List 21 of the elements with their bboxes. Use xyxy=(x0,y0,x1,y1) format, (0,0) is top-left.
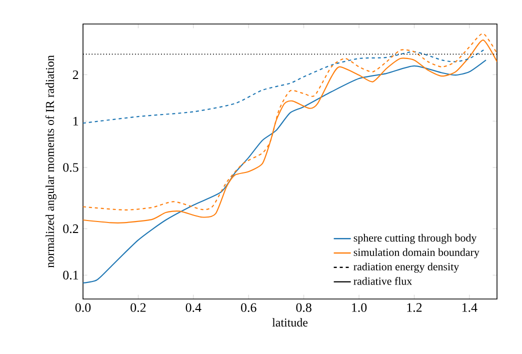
y-tick-label: 1 xyxy=(73,116,78,126)
x-tick-label: 0.4 xyxy=(186,303,202,312)
annotation: radiation energy density xyxy=(354,262,460,273)
annotation: radiative flux xyxy=(354,277,412,285)
line-series xyxy=(83,48,487,124)
y-tick-label: 0.2 xyxy=(63,224,78,234)
legend-label: simulation domain boundary xyxy=(354,248,480,258)
x-tick-label: 1.0 xyxy=(352,303,367,312)
y-axis-title: normalized angular moments of IR radiation xyxy=(45,55,56,268)
y-tick-label: 0.1 xyxy=(63,270,78,280)
x-tick-label: 0.6 xyxy=(241,303,256,312)
x-tick-label: 0.0 xyxy=(75,303,91,312)
x-axis-title: latitude xyxy=(272,318,308,327)
y-tick-label: 2 xyxy=(72,70,78,80)
line-series xyxy=(83,60,487,284)
x-tick-label: 1.4 xyxy=(462,303,478,312)
x-tick-label: 0.8 xyxy=(296,303,312,312)
y-tick-label: 0.5 xyxy=(63,163,78,172)
x-tick-label: 0.2 xyxy=(130,303,146,312)
x-tick-label: 1.2 xyxy=(407,303,422,312)
legend-label: sphere cutting through body xyxy=(354,234,477,244)
